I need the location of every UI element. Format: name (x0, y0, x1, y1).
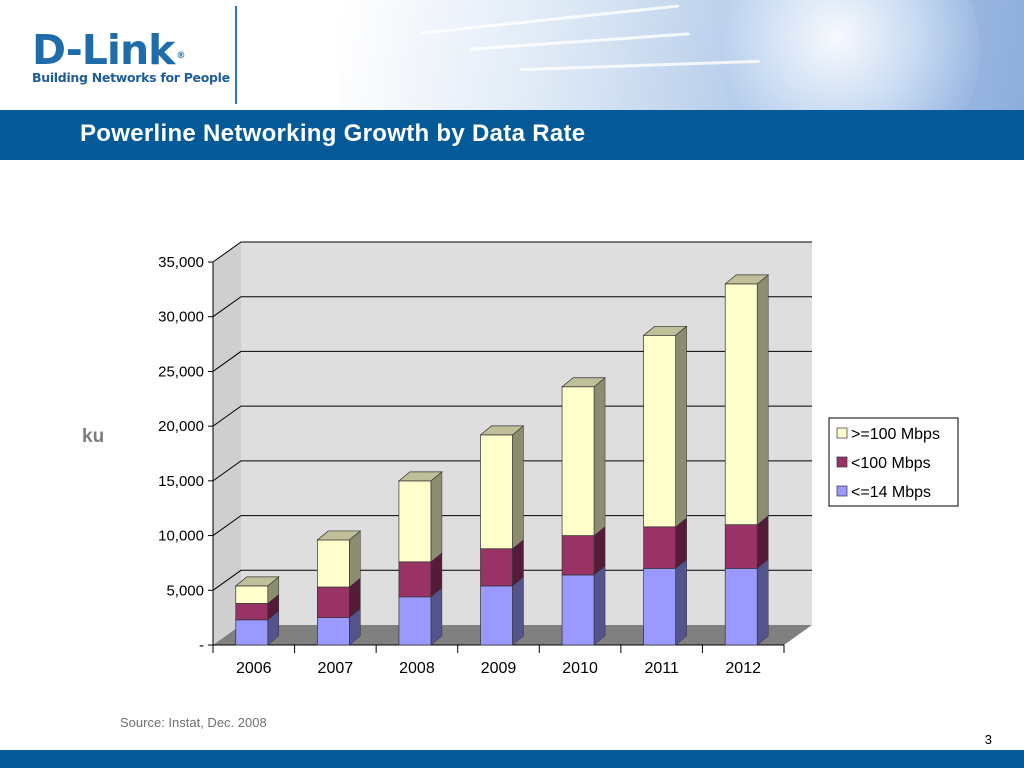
bar-top (642, 325, 688, 336)
legend-swatch (836, 456, 848, 468)
page-number: 3 (984, 732, 992, 747)
bar-segment (480, 548, 513, 587)
legend-label: <=14 Mbps (851, 484, 931, 501)
bar-segment (643, 334, 676, 528)
slide-header: D-Link ® Building Networks for People (0, 0, 1024, 110)
x-tick-label: 2012 (725, 660, 761, 677)
logo-brand: D-Link (32, 26, 175, 74)
bar-side (349, 530, 361, 588)
bar-side (512, 576, 524, 646)
y-tick-label: 20,000 (158, 418, 204, 435)
d-link-logo: D-Link ® Building Networks for People (32, 28, 230, 85)
source-note: Source: Instat, Dec. 2008 (120, 715, 267, 730)
bar-top (479, 425, 525, 436)
plot-side-wall (213, 242, 241, 645)
bar-segment (235, 585, 269, 604)
bar-side (430, 587, 443, 646)
gridline (212, 460, 812, 482)
bar-segment (398, 596, 432, 646)
bar-segment (398, 480, 432, 563)
bar-side (756, 558, 769, 646)
gridline (212, 296, 812, 318)
bar-segment (398, 561, 432, 598)
bar-segment (317, 617, 350, 646)
bar-segment (561, 574, 595, 646)
slide-title: Powerline Networking Growth by Data Rate (80, 120, 586, 147)
y-tick-label: 15,000 (158, 473, 204, 490)
bar-segment (724, 283, 758, 525)
x-tick-label: 2010 (562, 660, 598, 677)
y-tick-label: 10,000 (158, 528, 204, 545)
legend-swatch (836, 485, 848, 497)
gridline (212, 241, 812, 263)
y-tick-label: - (199, 637, 204, 654)
bar-segment (317, 539, 350, 588)
bar-segment (643, 526, 676, 569)
gridline (212, 515, 812, 536)
gridline (212, 405, 812, 427)
y-tick-label: 35,000 (158, 254, 204, 271)
bar-segment (480, 434, 513, 550)
bar-segment (724, 568, 758, 646)
bar-side (430, 471, 443, 563)
x-tick-label: 2006 (236, 660, 272, 677)
legend-label: >=100 Mbps (851, 426, 940, 443)
bar-side (756, 274, 769, 526)
logo-tagline: Building Networks for People (32, 70, 230, 85)
gridline (212, 569, 812, 591)
globe-graphic (720, 0, 980, 110)
gridline (212, 350, 812, 372)
bar-segment (235, 603, 269, 621)
bar-segment (561, 386, 595, 536)
bar-side (593, 377, 606, 537)
x-tick-label: 2009 (481, 660, 517, 677)
bar-top (561, 377, 607, 388)
bar-segment (480, 585, 513, 646)
logo-registered-mark: ® (176, 51, 185, 61)
bar-side (593, 565, 606, 646)
x-tick-label: 2007 (318, 660, 354, 677)
title-bar: Powerline Networking Growth by Data Rate (0, 110, 1024, 160)
bar-segment (235, 619, 269, 646)
bar-side (675, 325, 687, 528)
y-axis-label: ku (82, 426, 105, 447)
bar-segment (724, 524, 758, 569)
bar-top (316, 530, 362, 541)
stacked-bar-chart: - 5,000 10,000 15,000 20,000 25,000 30,000 35,0… (158, 241, 959, 677)
x-tick-label: 2011 (644, 660, 679, 677)
x-tick-label: 2008 (399, 660, 435, 677)
bar-top (724, 274, 770, 285)
legend-label: <100 Mbps (851, 455, 931, 472)
legend-box (828, 417, 959, 507)
y-tick-label: 5,000 (166, 582, 204, 599)
bar-segment (643, 568, 676, 646)
bar-top (397, 471, 443, 482)
legend-swatch (836, 427, 848, 439)
bar-segment (561, 535, 595, 576)
y-tick-label: 30,000 (158, 309, 204, 326)
bar-side (675, 558, 687, 646)
bar-side (512, 425, 524, 550)
bar-top (234, 576, 280, 587)
y-tick-label: 25,000 (158, 363, 204, 380)
logo-divider (235, 6, 237, 104)
bar-segment (317, 586, 350, 618)
footer-bar (0, 750, 1024, 768)
